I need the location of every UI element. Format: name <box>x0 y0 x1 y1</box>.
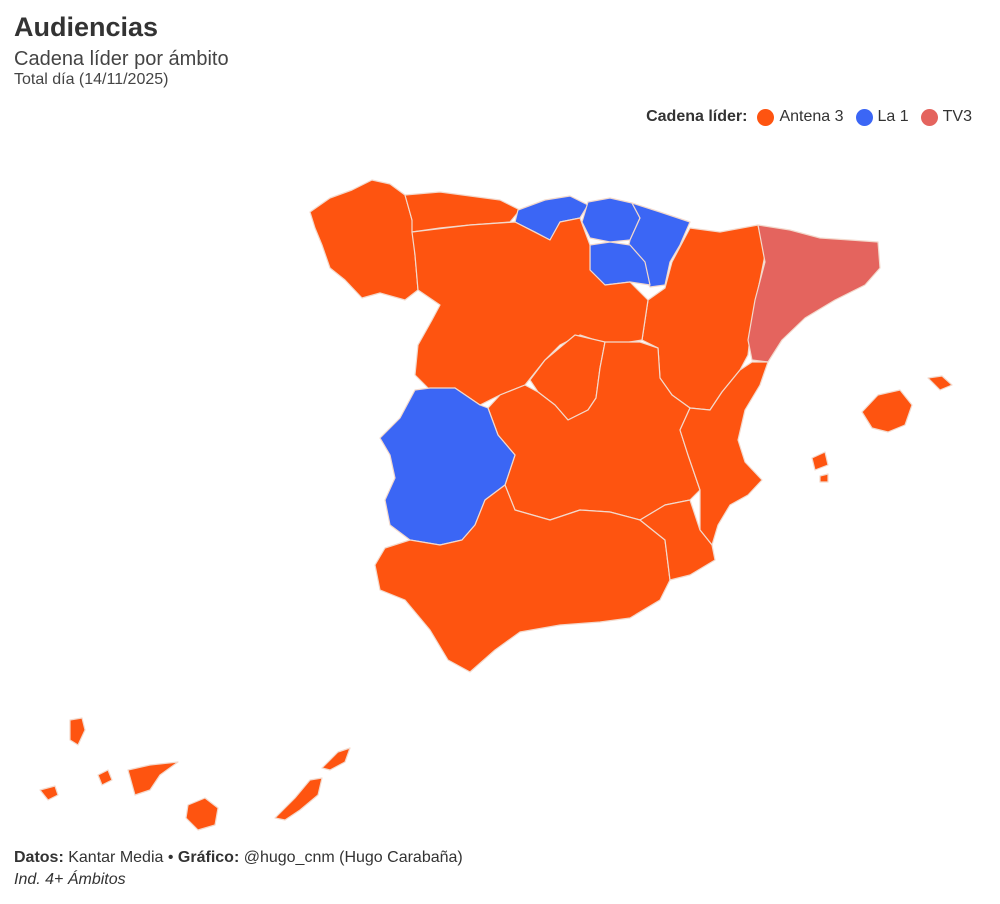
region-canarias-tenerife[interactable] <box>127 761 179 796</box>
region-andalucia[interactable] <box>374 484 671 673</box>
legend-swatch-antena3 <box>757 108 775 126</box>
legend-swatch-tv3 <box>920 108 938 126</box>
region-baleares-formentera[interactable] <box>819 473 829 483</box>
page-title: Audiencias <box>14 12 159 42</box>
footer-graphic-label: Gráfico: <box>177 849 240 866</box>
region-baleares[interactable] <box>861 389 913 433</box>
region-baleares-ibiza[interactable] <box>811 451 829 471</box>
legend-item-antena3: Antena 3 <box>757 108 844 126</box>
region-canarias-fuerteventura[interactable] <box>274 777 323 821</box>
footer-separator: • <box>167 849 174 866</box>
footer-credits: Datos: Kantar Media • Gráfico: @hugo_cnm… <box>14 849 463 867</box>
region-baleares-menorca[interactable] <box>927 375 953 391</box>
legend-label-la1: La 1 <box>877 108 909 125</box>
footer-source-value: Kantar Media <box>68 849 164 866</box>
legend-item-tv3: TV3 <box>920 108 972 126</box>
region-cataluna[interactable] <box>747 224 881 363</box>
legend-label-tv3: TV3 <box>942 108 972 125</box>
page-subtitle: Cadena líder por ámbito <box>14 48 229 70</box>
region-canarias-gran-canaria[interactable] <box>185 797 219 831</box>
footer-source-label: Datos: <box>14 849 64 866</box>
region-murcia[interactable] <box>639 499 716 581</box>
region-canarias-el-hierro[interactable] <box>39 785 59 801</box>
legend: Cadena líder: Antena 3 La 1 TV3 <box>646 108 978 126</box>
legend-swatch-la1 <box>855 108 873 126</box>
footer-graphic-value: @hugo_cnm (Hugo Carabaña) <box>243 849 463 866</box>
region-valencia[interactable] <box>679 361 769 546</box>
region-castilla-y-leon[interactable] <box>411 217 649 406</box>
region-canarias-la-palma[interactable] <box>69 717 86 746</box>
legend-title: Cadena líder: <box>646 108 748 125</box>
region-pais-vasco[interactable] <box>581 197 641 243</box>
region-canarias-la-gomera[interactable] <box>97 769 113 786</box>
legend-item-la1: La 1 <box>855 108 909 126</box>
region-galicia[interactable] <box>309 179 419 301</box>
footer-note: Ind. 4+ Ámbitos <box>14 871 126 888</box>
region-canarias-lanzarote[interactable] <box>321 747 351 771</box>
date-line: Total día (14/11/2025) <box>14 71 169 88</box>
legend-label-antena3: Antena 3 <box>779 108 844 125</box>
